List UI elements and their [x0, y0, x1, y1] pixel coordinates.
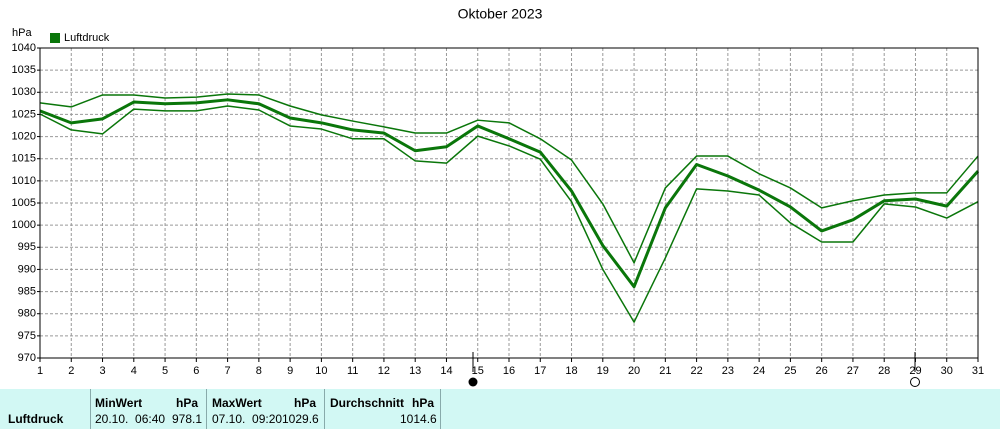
plot-frame [39, 47, 979, 359]
x-tick-label: 24 [753, 365, 765, 377]
x-tick-label: 10 [315, 365, 327, 377]
x-tick-label: 23 [722, 365, 734, 377]
y-tick-label: 975 [18, 330, 36, 342]
x-tick-label: 27 [847, 365, 859, 377]
chart: Oktober 2023 hPa Luftdruck 9709759809859… [12, 6, 984, 387]
col-header: Durchschnitt [330, 396, 405, 410]
value: 1029.6 [282, 412, 319, 426]
x-tick-label: 14 [440, 365, 452, 377]
x-tick-label: 3 [99, 365, 105, 377]
y-tick-label: 985 [18, 285, 36, 297]
x-tick-label: 25 [784, 365, 796, 377]
x-tick-label: 4 [131, 365, 137, 377]
x-tick-label: 28 [878, 365, 890, 377]
x-tick-label: 8 [256, 365, 262, 377]
separator [324, 389, 325, 429]
x-tick-label: 30 [941, 365, 953, 377]
x-tick-label: 22 [690, 365, 702, 377]
y-tick-label: 1040 [12, 42, 36, 54]
x-tick-label: 1 [37, 365, 43, 377]
row-label: Luftdruck [8, 412, 64, 426]
x-tick-label: 11 [347, 365, 358, 377]
y-tick-label: 1025 [12, 108, 36, 120]
stats-table: Luftdruck MinWert hPa 20.10. 06:40 978.1… [0, 389, 1000, 429]
x-tick-label: 13 [409, 365, 421, 377]
x-tick-label: 15 [472, 365, 484, 377]
y-tick-label: 990 [18, 263, 36, 275]
x-tick-label: 18 [565, 365, 577, 377]
y-tick-label: 1000 [12, 219, 36, 231]
separator [440, 389, 441, 429]
y-tick-label: 1010 [12, 175, 36, 187]
x-tick-label: 21 [659, 365, 671, 377]
time: 07.10. 09:20 [212, 412, 283, 426]
value: 978.1 [172, 412, 203, 426]
x-tick-label: 9 [287, 365, 293, 377]
x-tick-label: 17 [534, 365, 546, 377]
x-tick-label: 29 [909, 365, 921, 377]
x-tick-label: 16 [503, 365, 515, 377]
series-line [39, 98, 980, 289]
y-tick-label: 980 [18, 308, 36, 320]
new-moon-icon [468, 377, 478, 387]
x-tick-label: 5 [162, 365, 168, 377]
col-unit: hPa [176, 396, 199, 410]
lines [39, 93, 980, 323]
x-tick-label: 20 [628, 365, 640, 377]
time: 20.10. 06:40 [95, 412, 166, 426]
x-tick-label: 19 [597, 365, 609, 377]
series-line [39, 93, 979, 264]
y-tick-label: 1020 [12, 130, 36, 142]
full-moon-icon [910, 377, 920, 387]
x-tick-label: 31 [972, 365, 984, 377]
x-tick-label: 6 [193, 365, 199, 377]
col-unit: hPa [412, 396, 435, 410]
y-tick-label: 995 [18, 241, 36, 253]
x-tick-label: 7 [225, 365, 231, 377]
chart-title: Oktober 2023 [458, 6, 543, 22]
x-tick-label: 12 [378, 365, 390, 377]
y-tick-label: 1005 [12, 197, 36, 209]
y-tick-label: 1030 [12, 86, 36, 98]
separator [90, 389, 91, 429]
y-tick-label: 1015 [12, 153, 36, 165]
legend-swatch [50, 33, 60, 43]
legend-label: Luftdruck [64, 32, 110, 44]
col-unit: hPa [294, 396, 317, 410]
col-header: MinWert [95, 396, 143, 410]
col-header: MaxWert [212, 396, 262, 410]
y-axis-label: hPa [12, 27, 32, 39]
series-line [39, 105, 979, 323]
value: 1014.6 [400, 412, 437, 426]
y-tick-label: 970 [18, 352, 36, 364]
separator [206, 389, 207, 429]
x-tick-label: 26 [816, 365, 828, 377]
x-tick-label: 2 [68, 365, 74, 377]
y-tick-label: 1035 [12, 64, 36, 76]
